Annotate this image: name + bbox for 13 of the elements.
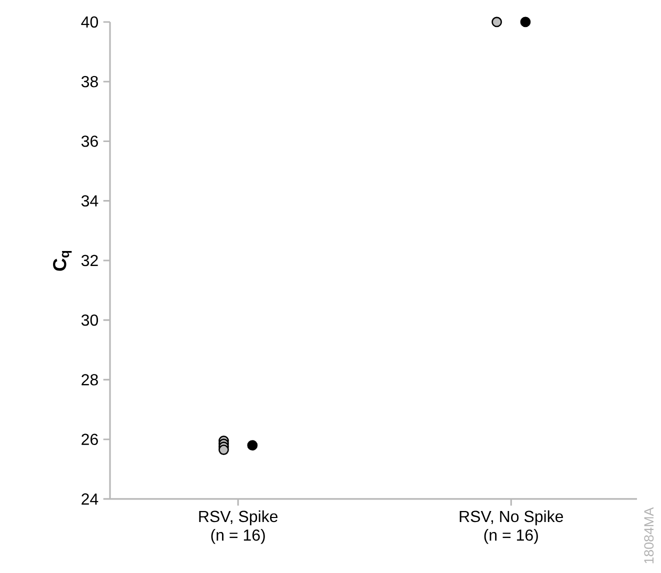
y-tick-label: 24 bbox=[82, 493, 98, 505]
y-tick-label: 26 bbox=[82, 434, 98, 446]
y-tick-label: 30 bbox=[81, 314, 98, 326]
x-tick-label: RSV, No Spike (n = 16) bbox=[460, 510, 563, 544]
y-tick-label: 36 bbox=[81, 136, 98, 147]
y-tick-label: 34 bbox=[81, 195, 98, 207]
y-axis-title: C$_{q}$ bbox=[53, 250, 72, 271]
y-tick-label: 38 bbox=[81, 76, 98, 88]
x-tick-label: RSV, Spike (n = 16) bbox=[199, 510, 278, 544]
y-tick-label: 32 bbox=[81, 254, 98, 266]
text: 18084MA bbox=[644, 507, 654, 564]
y-tick-label: 28 bbox=[82, 374, 98, 386]
y-tick-label: 40 bbox=[81, 16, 98, 28]
